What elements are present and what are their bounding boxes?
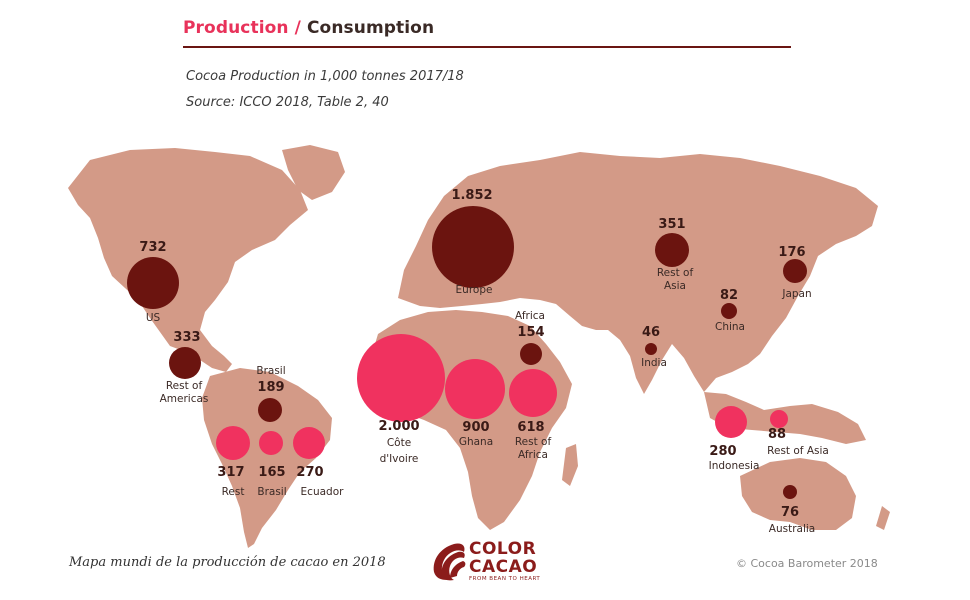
bubble-japan-consumption	[783, 259, 807, 283]
label-ghana: Ghana	[459, 436, 493, 448]
source-note: Source: ICCO 2018, Table 2, 40	[186, 95, 389, 110]
value-rest-of-asia-production: 88	[768, 427, 786, 442]
page-title: Production / Consumption	[183, 18, 791, 38]
bubble-europe-consumption	[432, 206, 514, 288]
bubble-india-consumption	[645, 343, 657, 355]
label-cote-divoire-1: Côte	[387, 437, 411, 449]
value-china: 82	[720, 288, 738, 303]
value-ecuador-production: 270	[296, 465, 323, 480]
label-china: China	[715, 321, 745, 333]
label-rest-of-asia-consumption-1: Rest of	[657, 267, 694, 279]
bubble-australia-consumption	[783, 485, 797, 499]
bubble-rest-of-asia-production	[770, 410, 788, 428]
consumption-bubbles	[127, 206, 807, 499]
value-ghana: 900	[462, 420, 489, 435]
new-zealand-shape	[876, 506, 890, 530]
north-america-shape	[68, 148, 308, 372]
label-rest-production: Rest	[222, 486, 245, 498]
bubble-us-consumption	[127, 257, 179, 309]
label-brasil-production: Brasil	[257, 486, 286, 498]
logo-wordmark: COLOR CACAO FROM BEAN TO HEART	[469, 541, 540, 583]
production-labels: 317 Rest 165 Brasil 270 Ecuador 2.000 Cô…	[217, 419, 828, 498]
land-masses	[68, 145, 890, 548]
bubble-rest-of-asia-consumption	[655, 233, 689, 267]
value-australia: 76	[781, 505, 799, 520]
title-separator: /	[288, 18, 307, 38]
label-africa-consumption: Africa	[515, 310, 545, 322]
label-indonesia: Indonesia	[709, 460, 760, 472]
map-caption: Mapa mundi de la producción de cacao en …	[69, 555, 386, 570]
cacao-pod-icon	[433, 543, 466, 581]
value-rest-of-africa: 618	[517, 420, 544, 435]
value-cote-divoire: 2.000	[378, 419, 419, 434]
title-production: Production	[183, 18, 289, 38]
subtitle: Cocoa Production in 1,000 tonnes 2017/18	[186, 69, 464, 84]
label-rest-of-asia-production: Rest of Asia	[767, 445, 829, 457]
label-rest-of-africa-2: Africa	[518, 449, 548, 461]
bubble-china-consumption	[721, 303, 737, 319]
logo-tagline: FROM BEAN TO HEART	[469, 576, 541, 582]
label-cote-divoire-2: d'Ivoire	[380, 453, 419, 465]
value-japan: 176	[778, 245, 805, 260]
bubble-ghana-production	[445, 359, 505, 419]
label-rest-of-americas-1: Rest of	[166, 380, 203, 392]
bubble-cote-divoire-production	[357, 334, 445, 422]
eurasia-shape	[398, 152, 878, 394]
south-america-shape	[202, 368, 332, 548]
bubble-rest-production	[216, 426, 250, 460]
label-japan: Japan	[781, 288, 811, 300]
label-us: US	[146, 312, 161, 324]
label-rest-of-africa-1: Rest of	[515, 436, 552, 448]
logo-line1: COLOR	[469, 539, 537, 559]
label-europe: Europe	[456, 284, 493, 296]
value-indonesia: 280	[709, 444, 736, 459]
label-ecuador-production: Ecuador	[301, 486, 345, 498]
header: Production / Consumption	[183, 18, 791, 48]
label-india: India	[641, 357, 667, 369]
consumption-labels: 732 US 333 Rest of Americas Brasil 189 1…	[139, 188, 815, 535]
value-rest-production: 317	[217, 465, 244, 480]
logo-line2: CACAO	[469, 557, 538, 577]
value-rest-of-asia-consumption: 351	[658, 217, 685, 232]
label-rest-of-americas-2: Americas	[160, 393, 209, 405]
bubble-indonesia-production	[715, 406, 747, 438]
bubble-brasil-consumption	[258, 398, 282, 422]
value-us: 732	[139, 240, 166, 255]
australia-shape	[740, 458, 856, 530]
bubble-rest-of-americas-consumption	[169, 347, 201, 379]
value-brasil-production: 165	[258, 465, 285, 480]
bubble-ecuador-production	[293, 427, 325, 459]
value-rest-of-americas: 333	[173, 330, 200, 345]
title-consumption: Consumption	[306, 18, 435, 38]
value-india: 46	[642, 325, 660, 340]
label-australia: Australia	[769, 523, 815, 535]
value-europe: 1.852	[451, 188, 492, 203]
bubble-africa-consumption	[520, 343, 542, 365]
bubble-brasil-production	[259, 431, 283, 455]
label-brasil-consumption: Brasil	[256, 365, 285, 377]
label-rest-of-asia-consumption-2: Asia	[664, 280, 686, 292]
color-cacao-logo	[433, 543, 466, 581]
madagascar-shape	[562, 444, 578, 486]
copyright-note: © Cocoa Barometer 2018	[736, 557, 878, 570]
production-bubbles	[216, 334, 788, 460]
greenland-shape	[282, 145, 345, 200]
value-brasil-consumption: 189	[257, 380, 284, 395]
value-africa-consumption: 154	[517, 325, 544, 340]
bubble-rest-of-africa-production	[509, 369, 557, 417]
header-rule	[183, 46, 791, 48]
